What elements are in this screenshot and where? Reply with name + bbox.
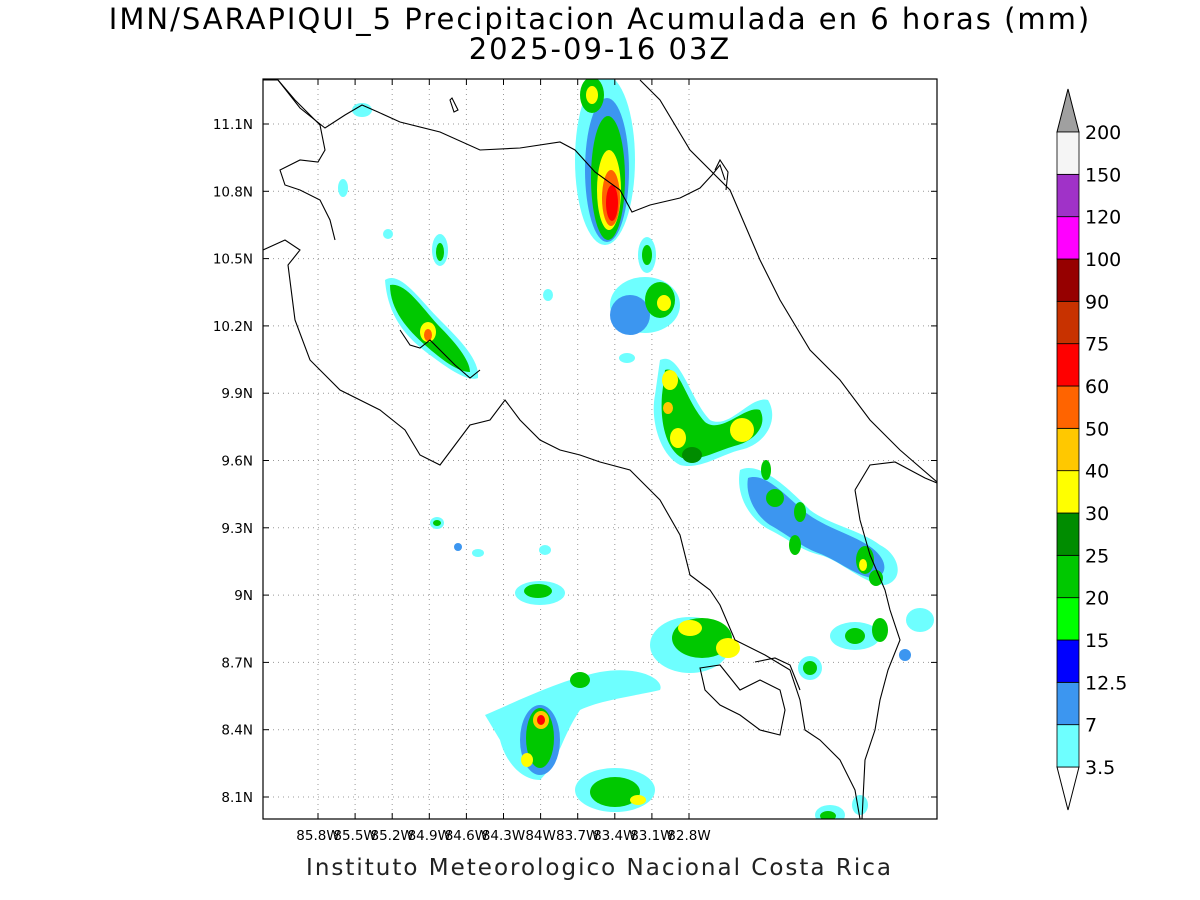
- colorbar: 3.5 7 12.5 15 20 25 30 40 50 60 75 90 100 120 150 200: [1056, 88, 1127, 811]
- lat-tick-label: 9.3N: [221, 521, 253, 537]
- precip-cell-north-east: [610, 237, 680, 363]
- colorbar-swatch: [1056, 597, 1080, 641]
- colorbar-swatch: [1056, 470, 1080, 514]
- island: [449, 97, 459, 113]
- colorbar-label: 30: [1085, 503, 1109, 525]
- colorbar-label: 90: [1085, 291, 1109, 313]
- footer-credit: Instituto Meteorologico Nacional Costa R…: [306, 855, 893, 881]
- lon-tick-label: 84.3W: [482, 828, 525, 844]
- precip-cell-northwest: [338, 103, 553, 379]
- colorbar-label: 12.5: [1085, 672, 1127, 694]
- precip-cell-southwest: [485, 670, 868, 819]
- map-title: IMN/SARAPIQUI_5 Precipitacion Acumulada …: [108, 2, 1092, 36]
- east-coast-lagoon: [714, 158, 729, 191]
- colorbar-swatch: [1056, 639, 1080, 683]
- colorbar-swatch: [1056, 724, 1080, 768]
- colorbar-under-triangle: [1056, 766, 1080, 811]
- lat-tick-label: 9.6N: [221, 454, 253, 470]
- lat-tick-label: 8.1N: [221, 790, 253, 806]
- lon-tick-label: 83.7W: [556, 828, 599, 844]
- lon-tick-label: 85.8W: [296, 828, 339, 844]
- lat-tick-label: 8.4N: [221, 723, 253, 739]
- lon-tick-label: 84.6W: [445, 828, 488, 844]
- colorbar-swatch: [1056, 300, 1080, 345]
- colorbar-swatch: [1056, 385, 1080, 429]
- colorbar-swatch: [1056, 131, 1080, 175]
- colorbar-swatch: [1056, 512, 1080, 556]
- golfo-dulce: [754, 657, 801, 691]
- lat-tick-label: 10.5N: [213, 252, 253, 268]
- lon-tick-label: 85.2W: [370, 828, 413, 844]
- lon-tick-label: 85.5W: [333, 828, 376, 844]
- colorbar-label: 60: [1085, 376, 1109, 398]
- lon-tick-label: 84W: [525, 828, 556, 844]
- precip-cell-north: [575, 79, 635, 245]
- lat-tick-label: 9N: [234, 588, 253, 604]
- colorbar-label: 150: [1085, 164, 1121, 186]
- colorbar-label: 7: [1085, 715, 1097, 737]
- colorbar-label: 40: [1085, 461, 1109, 483]
- lon-tick-label: 84.9W: [408, 828, 451, 844]
- nicoya-peninsula: [399, 329, 481, 379]
- colorbar-swatch: [1056, 681, 1080, 726]
- nicaragua-border: [263, 79, 726, 213]
- colorbar-label: 120: [1085, 207, 1121, 229]
- lat-tick-label: 8.7N: [221, 655, 253, 671]
- precip-cell-east: [739, 460, 898, 586]
- colorbar-label: 25: [1085, 545, 1109, 567]
- plot-frame: [262, 78, 938, 820]
- precip-cell-central: [653, 358, 773, 467]
- colorbar-label: 15: [1085, 630, 1109, 652]
- colorbar-swatch: [1056, 343, 1080, 387]
- pacific-coast-line: [263, 239, 861, 819]
- colorbar-swatch: [1056, 554, 1080, 599]
- osa-peninsula: [699, 664, 786, 736]
- colorbar-label: 20: [1085, 588, 1109, 610]
- coastlines-and-borders: [263, 79, 937, 819]
- lon-tick-label: 83.1W: [630, 828, 673, 844]
- colorbar-label: 75: [1085, 334, 1109, 356]
- lat-tick-label: 10.8N: [213, 184, 253, 200]
- colorbar-swatch: [1056, 427, 1080, 472]
- lat-tick-label: 9.9N: [221, 386, 253, 402]
- lat-tick-label: 11.1N: [213, 117, 253, 133]
- lake-nicaragua-edge: [277, 79, 336, 241]
- lon-tick-label: 83.4W: [593, 828, 636, 844]
- colorbar-swatch: [1056, 173, 1080, 218]
- colorbar-label: 50: [1085, 418, 1109, 440]
- colorbar-label: 3.5: [1085, 757, 1115, 779]
- precipitation-field: [338, 79, 934, 819]
- colorbar-swatch: [1056, 216, 1080, 260]
- panama-border: [854, 461, 937, 491]
- colorbar-swatch: [1056, 258, 1080, 302]
- latitude-axis: 8.1N 8.4N 8.7N 9N 9.3N 9.6N 9.9N 10.2N 10.5N 10.8…: [213, 117, 937, 806]
- precip-cell-south: [430, 517, 934, 680]
- panama-border-south: [854, 489, 901, 819]
- map-subtitle-date: 2025-09-16 03Z: [468, 32, 732, 66]
- lon-tick-label: 82.8W: [667, 828, 710, 844]
- colorbar-label: 100: [1085, 249, 1121, 271]
- north-coast-line: [639, 79, 937, 483]
- lat-tick-label: 10.2N: [213, 319, 253, 335]
- colorbar-label: 200: [1085, 122, 1121, 144]
- colorbar-over-triangle: [1056, 88, 1080, 133]
